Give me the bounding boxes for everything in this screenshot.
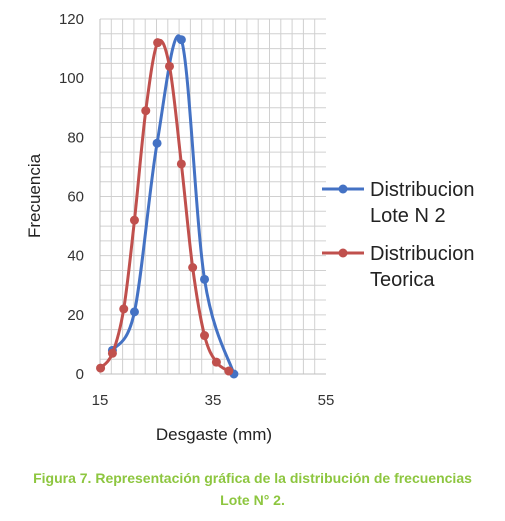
- y-tick-label: 40: [67, 248, 84, 265]
- data-point-distribucion-teorica: [176, 159, 186, 169]
- data-point-distribucion-teorica: [96, 363, 106, 373]
- y-tick-label: 120: [59, 11, 84, 28]
- data-point-distribucion-lote-n-2: [129, 307, 139, 317]
- figure-caption-line2: Lote N° 2.: [220, 492, 285, 508]
- data-point-distribucion-teorica: [129, 215, 139, 225]
- y-tick-label: 60: [67, 189, 84, 206]
- y-tick-label: 100: [59, 70, 84, 87]
- data-point-distribucion-teorica: [119, 304, 129, 314]
- chart-legend: Distribucion Lote N 2 Distribucion Teorica: [322, 179, 474, 291]
- data-point-distribucion-teorica: [224, 366, 234, 376]
- y-tick-label: 80: [67, 129, 84, 146]
- data-point-distribucion-teorica: [200, 331, 210, 341]
- legend-label-distribucion-lote-n-2: Lote N 2: [370, 205, 446, 227]
- data-point-distribucion-teorica: [153, 38, 163, 48]
- figure-caption-line1: Figura 7. Representación gráfica de la d…: [33, 470, 472, 486]
- y-axis-title: Frecuencia: [25, 153, 44, 238]
- chart-series: [96, 34, 239, 379]
- data-point-distribucion-teorica: [107, 348, 117, 358]
- x-axis-title: Desgaste (mm): [156, 425, 272, 444]
- legend-label-distribucion-teorica: Distribucion: [370, 243, 474, 265]
- legend-label-distribucion-lote-n-2: Distribucion: [370, 179, 474, 201]
- data-point-distribucion-teorica: [141, 106, 151, 116]
- legend-marker-distribucion-lote-n-2: [338, 184, 348, 194]
- y-tick-label: 20: [67, 307, 84, 324]
- y-tick-label: 0: [76, 366, 84, 383]
- data-point-distribucion-teorica: [164, 61, 174, 71]
- data-point-distribucion-lote-n-2: [176, 35, 186, 45]
- x-tick-label: 15: [92, 392, 109, 409]
- chart-axes: [99, 19, 326, 375]
- x-tick-label: 55: [318, 392, 335, 409]
- legend-marker-distribucion-teorica: [338, 248, 348, 258]
- data-point-distribucion-teorica: [211, 357, 221, 367]
- data-point-distribucion-lote-n-2: [152, 138, 162, 148]
- data-point-distribucion-lote-n-2: [200, 274, 210, 284]
- legend-label-distribucion-teorica: Teorica: [370, 269, 435, 291]
- chart-ticks: 0 20 40 60 80 100 120 15 35 55: [59, 11, 334, 409]
- chart-canvas: 0 20 40 60 80 100 120 15 35 55 Desgaste (mm) Frec…: [25, 11, 474, 444]
- data-point-distribucion-teorica: [188, 263, 198, 272]
- x-tick-label: 35: [205, 392, 222, 409]
